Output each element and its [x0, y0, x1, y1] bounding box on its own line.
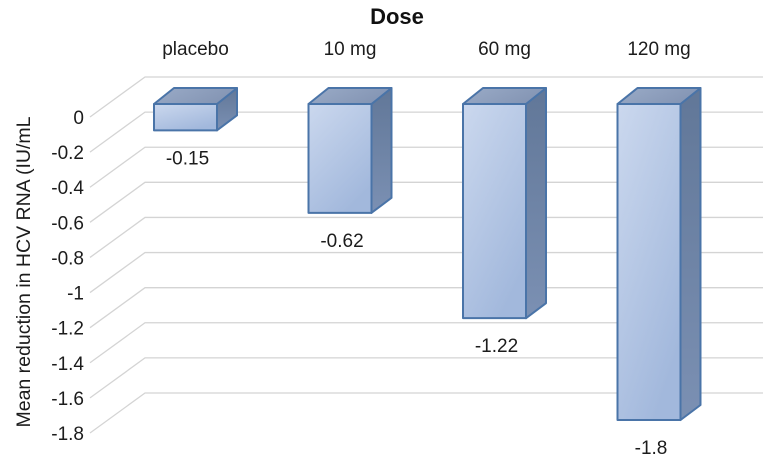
bar — [616, 87, 702, 422]
bar-front-face — [616, 103, 682, 422]
y-tick-label: -0.8 — [51, 248, 84, 269]
bar-value-label: -0.15 — [166, 148, 209, 169]
bar — [462, 87, 547, 320]
gridline — [89, 251, 763, 294]
y-tick-label: 0 — [73, 108, 84, 129]
gridline — [89, 76, 763, 118]
y-axis-tick-labels: 0 -0.2 -0.4 -0.6 -0.8 -1 -1.2 -1.4 -1.6 -1.8 — [51, 108, 84, 445]
gridline — [89, 181, 763, 223]
y-tick-label: -1.8 — [51, 424, 84, 445]
y-tick-label: -0.4 — [51, 178, 84, 199]
gridline — [89, 392, 763, 434]
y-tick-label: -0.6 — [51, 213, 84, 234]
gridline — [89, 216, 763, 258]
bar — [153, 87, 238, 132]
bar-value-label: -1.8 — [635, 438, 668, 459]
gridline — [89, 146, 763, 188]
bars-group — [153, 87, 702, 422]
category-label: 120 mg — [627, 39, 690, 60]
gridline — [89, 322, 763, 364]
category-label: 60 mg — [478, 39, 531, 60]
y-axis-title: Mean reduction in HCV RNA (IU/mL — [13, 116, 35, 427]
bar-side-face — [525, 87, 547, 320]
bar-front-face — [153, 103, 218, 132]
y-tick-label: -0.2 — [51, 143, 84, 164]
category-label: 10 mg — [324, 39, 377, 60]
gridline — [89, 287, 763, 329]
bar-front-face — [462, 103, 527, 320]
chart-title: Dose — [370, 4, 424, 29]
category-labels: placebo 10 mg 60 mg 120 mg — [162, 39, 690, 60]
y-tick-label: -1 — [67, 284, 84, 305]
bar-front-face — [307, 103, 373, 214]
y-tick-label: -1.6 — [51, 389, 84, 410]
category-label: placebo — [162, 39, 229, 60]
bar-value-label: -1.22 — [475, 336, 518, 357]
bar — [307, 87, 393, 214]
gridlines-group — [89, 76, 763, 434]
bar-side-face — [679, 87, 702, 422]
gridline — [89, 357, 763, 399]
bar-side-face — [370, 87, 393, 214]
gridline — [89, 111, 763, 153]
bar-value-label: -0.62 — [320, 231, 363, 252]
y-tick-label: -1.4 — [51, 354, 84, 375]
y-tick-label: -1.2 — [51, 319, 84, 340]
data-labels: -0.15 -0.62 -1.22 -1.8 — [166, 148, 668, 459]
